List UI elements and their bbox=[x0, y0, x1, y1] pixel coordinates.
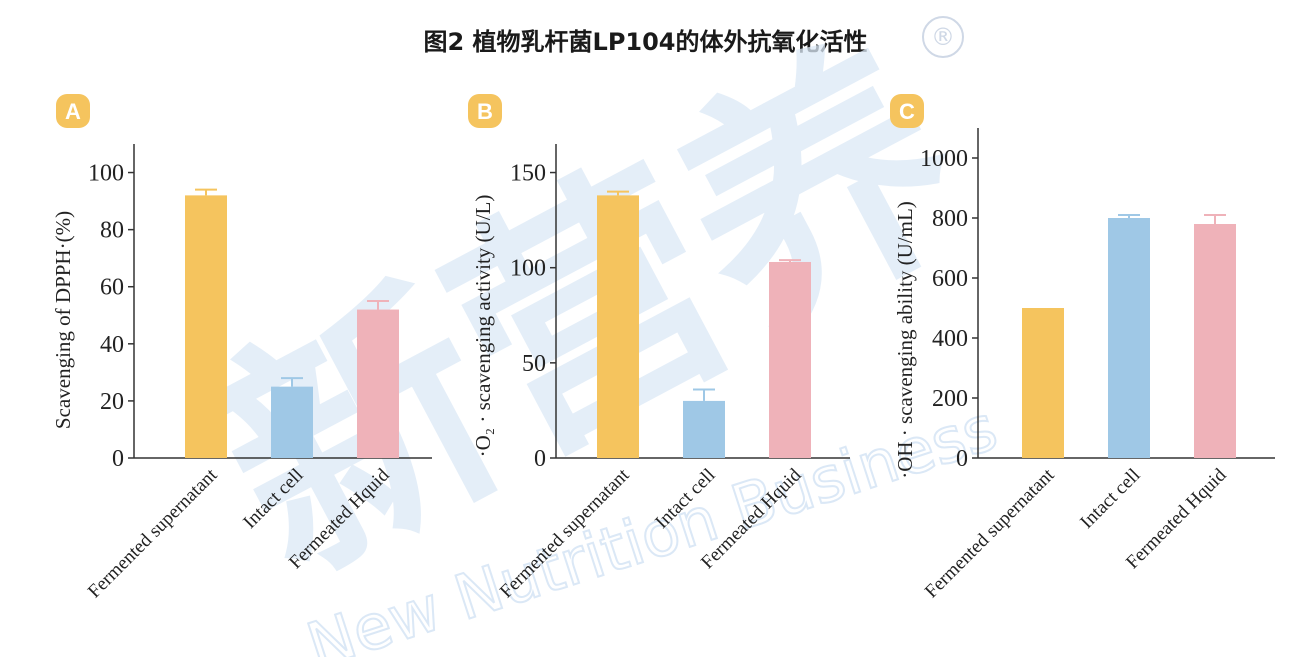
bar bbox=[683, 400, 725, 458]
y-tick-label: 100 bbox=[510, 256, 546, 282]
y-tick-label: 0 bbox=[112, 446, 124, 472]
y-tick-label: 0 bbox=[534, 446, 546, 472]
bar bbox=[185, 195, 227, 458]
y-tick-label: 1000 bbox=[920, 146, 968, 172]
bar bbox=[597, 195, 639, 458]
figure-title: 图2 植物乳杆菌LP104的体外抗氧化活性 bbox=[423, 28, 868, 56]
y-axis-label: ·O₂ · scavenging activity (U/L) bbox=[471, 195, 495, 458]
chart-panel-a: A 0 20 40 60 80 100 Scavenging of DPPH·(%) Ferme… bbox=[51, 94, 432, 602]
panel-badge-label: A bbox=[65, 99, 81, 124]
panel-badge-label: C bbox=[899, 99, 915, 124]
y-tick-label: 60 bbox=[100, 275, 124, 301]
panel-badge-label: B bbox=[477, 99, 493, 124]
y-tick-label: 20 bbox=[100, 389, 124, 415]
y-tick-label: 400 bbox=[932, 326, 968, 352]
y-tick-label: 100 bbox=[88, 161, 124, 187]
y-tick-label: 50 bbox=[522, 351, 546, 377]
y-tick-label: 800 bbox=[932, 206, 968, 232]
panel-badge bbox=[468, 94, 502, 128]
category-label: Fermented supernatant bbox=[921, 464, 1059, 602]
y-tick-label: 150 bbox=[510, 161, 546, 187]
category-label: Fermented supernatant bbox=[84, 464, 222, 602]
y-axis-label: Scavenging of DPPH·(%) bbox=[51, 211, 75, 429]
bar bbox=[271, 386, 313, 458]
bar bbox=[1022, 308, 1064, 458]
panel-badge bbox=[56, 94, 90, 128]
bar bbox=[1108, 218, 1150, 458]
y-axis-label: ·OH · scavenging ability (U/mL) bbox=[893, 201, 917, 479]
registered-mark: ® bbox=[922, 16, 964, 58]
bar bbox=[1194, 224, 1236, 458]
category-label: Intact cell bbox=[1076, 465, 1144, 533]
bar bbox=[769, 261, 811, 458]
chart-panel-b: B 0 50 100 150 ·O₂ · scavenging activity (U/L… bbox=[468, 94, 850, 602]
y-tick-label: 0 bbox=[956, 446, 968, 472]
y-tick-label: 600 bbox=[932, 266, 968, 292]
category-label: Intact cell bbox=[651, 465, 719, 533]
y-tick-label: 40 bbox=[100, 332, 124, 358]
chart-panel-c: C 0 200 400 600 800 1000 ·OH · scavenging abili… bbox=[890, 94, 1275, 602]
y-tick-label: 80 bbox=[100, 218, 124, 244]
panel-badge bbox=[890, 94, 924, 128]
category-label: Intact cell bbox=[239, 465, 307, 533]
y-tick-label: 200 bbox=[932, 386, 968, 412]
bar bbox=[357, 309, 399, 458]
category-label: Fermented supernatant bbox=[496, 464, 634, 602]
